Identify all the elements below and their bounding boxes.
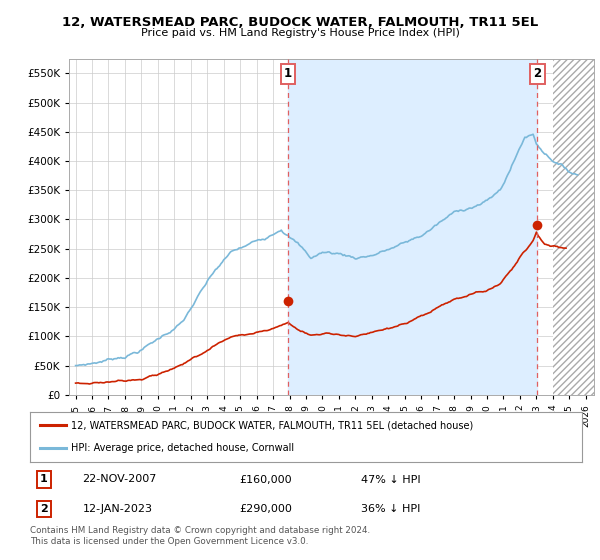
Text: 2: 2 [40, 504, 47, 514]
Text: 12, WATERSMEAD PARC, BUDOCK WATER, FALMOUTH, TR11 5EL (detached house): 12, WATERSMEAD PARC, BUDOCK WATER, FALMO… [71, 420, 473, 430]
Text: £290,000: £290,000 [240, 504, 293, 514]
Text: 47% ↓ HPI: 47% ↓ HPI [361, 474, 421, 484]
Text: HPI: Average price, detached house, Cornwall: HPI: Average price, detached house, Corn… [71, 444, 295, 454]
Text: 12, WATERSMEAD PARC, BUDOCK WATER, FALMOUTH, TR11 5EL: 12, WATERSMEAD PARC, BUDOCK WATER, FALMO… [62, 16, 538, 29]
Text: 12-JAN-2023: 12-JAN-2023 [82, 504, 152, 514]
Bar [288, 59, 537, 395]
Text: 1: 1 [40, 474, 47, 484]
Text: 2: 2 [533, 67, 541, 81]
Text: Price paid vs. HM Land Registry's House Price Index (HPI): Price paid vs. HM Land Registry's House … [140, 28, 460, 38]
Text: £160,000: £160,000 [240, 474, 292, 484]
Text: 22-NOV-2007: 22-NOV-2007 [82, 474, 157, 484]
Text: 36% ↓ HPI: 36% ↓ HPI [361, 504, 421, 514]
Bar [553, 59, 594, 395]
Text: Contains HM Land Registry data © Crown copyright and database right 2024.
This d: Contains HM Land Registry data © Crown c… [30, 526, 370, 546]
Text: 1: 1 [284, 67, 292, 81]
